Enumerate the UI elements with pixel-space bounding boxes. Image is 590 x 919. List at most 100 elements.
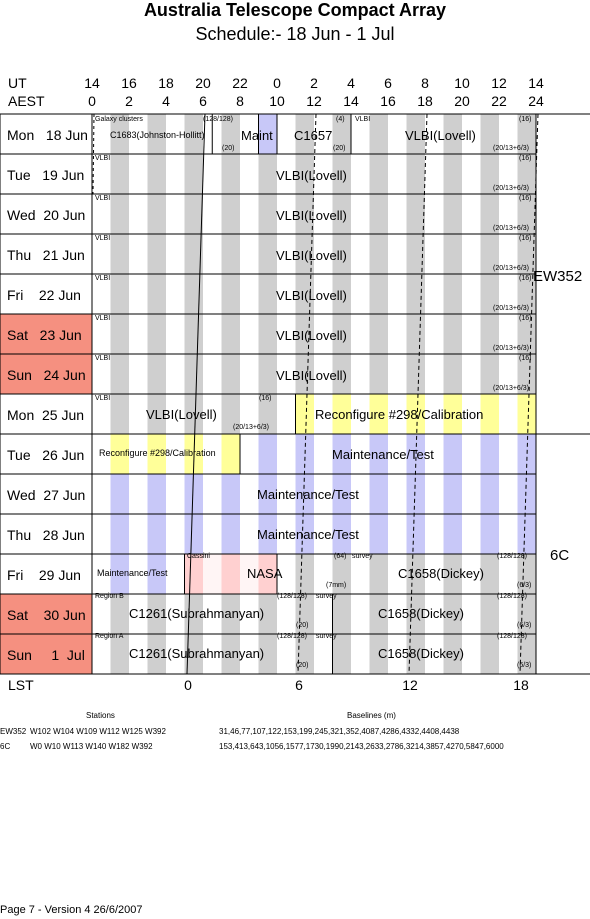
c1658-project-r12: C1658(Dickey): [378, 606, 464, 621]
c1658-count-r11: (128/128): [497, 553, 527, 560]
c1657-time: (20): [333, 145, 346, 152]
c1658-count-r13: (128/128): [497, 633, 527, 640]
ut-tick-6: 2: [310, 75, 318, 91]
stations-header: Stations: [86, 711, 115, 720]
config-label-6c: 6C: [550, 547, 570, 564]
aest-tick-4: 8: [236, 93, 244, 109]
maintenance-block-r8: Maintenance/Test: [332, 447, 434, 462]
ut-tick-1: 16: [121, 75, 137, 91]
vlbi-tag-r6: VLBI: [95, 355, 111, 362]
vlbi-tag-r5: VLBI: [95, 315, 111, 322]
vlbi-count-r2: (16): [519, 195, 532, 202]
reconfigure-block-r7: Reconfigure #298/Calibration: [315, 407, 484, 422]
survey-tag-r13: survey: [316, 633, 337, 640]
vlbi-tag-r0: VLBI: [355, 116, 371, 123]
aest-label: AEST: [8, 93, 45, 109]
vlbi-config-r2: (20/13+6/3): [493, 225, 529, 232]
row1-stations: W102 W104 W109 W112 W125 W392: [30, 727, 166, 736]
nasa-project: NASA: [247, 566, 283, 581]
ut-tick-9: 8: [421, 75, 429, 91]
aest-tick-10: 20: [454, 93, 470, 109]
day-label-13: Sun 1 Jul: [7, 647, 85, 663]
c1657-count: (4): [336, 116, 345, 123]
nasa-band: (7mm): [326, 582, 347, 589]
reconfigure-block-r8: Reconfigure #298/Calibration: [99, 448, 216, 458]
vlbi-config-r6: (20/13+6/3): [493, 385, 529, 392]
day-label-4: Fri 22 Jun: [7, 287, 81, 303]
ut-tick-10: 10: [454, 75, 470, 91]
ut-tick-5: 0: [273, 75, 281, 91]
day-label-3: Thu 21 Jun: [7, 247, 85, 263]
row2-baselines: 153,413,643,1056,1577,1730,1990,2143,263…: [219, 742, 504, 751]
vlbi-count-r1: (16): [519, 155, 532, 162]
vlbi-project-r5: VLBI(Lovell): [276, 328, 347, 343]
lst-tick-3: 18: [513, 677, 529, 693]
day-label-0: Mon 18 Jun: [7, 127, 88, 143]
c1658-project-r11: C1658(Dickey): [398, 566, 484, 581]
ut-tick-7: 4: [347, 75, 355, 91]
vlbi-config-r7: (20/13+6/3): [233, 424, 269, 431]
c1261-project-r13: C1261(Subrahmanyan): [129, 646, 265, 661]
row1-baselines: 31,46,77,107,122,153,199,245,321,352,408…: [219, 727, 460, 736]
c1261-project-r12: C1261(Subrahmanyan): [129, 606, 265, 621]
ut-tick-2: 18: [158, 75, 174, 91]
vlbi-config-r4: (20/13+6/3): [493, 305, 529, 312]
survey-tag-r12: survey: [316, 593, 337, 600]
vlbi-tag-r3: VLBI: [95, 235, 111, 242]
day-label-7: Mon 25 Jun: [7, 407, 85, 423]
ut-tick-12: 14: [528, 75, 544, 91]
vlbi-project-r2: VLBI(Lovell): [276, 208, 347, 223]
region-a-label: Region A: [95, 633, 124, 640]
c1261-count-r12: (128/128): [277, 593, 307, 600]
row1-config: EW352: [0, 727, 27, 736]
cassini-label: Cassini: [187, 553, 210, 560]
maint-block: Maint: [241, 128, 273, 143]
aest-tick-3: 6: [199, 93, 207, 109]
vlbi-project-r1: VLBI(Lovell): [276, 168, 347, 183]
region-b-label: Region B: [95, 593, 124, 600]
aest-tick-11: 22: [491, 93, 507, 109]
vlbi-config-r1: (20/13+6/3): [493, 185, 529, 192]
ut-label: UT: [8, 75, 27, 91]
vlbi-count-r5: (16): [519, 315, 532, 322]
day-label-10: Thu 28 Jun: [7, 527, 85, 543]
vlbi-project-r0: VLBI(Lovell): [405, 128, 476, 143]
aest-tick-0: 0: [88, 93, 96, 109]
c1683-time: (20): [222, 145, 235, 152]
galaxy-clusters-label: Galaxy clusters: [95, 116, 143, 123]
aest-tick-9: 18: [417, 93, 433, 109]
vlbi-config-r5: (20/13+6/3): [493, 345, 529, 352]
c1261-time-r13: (20): [296, 662, 309, 669]
ut-tick-3: 20: [195, 75, 211, 91]
lst-line-0: [186, 113, 206, 675]
c1261-count-r13: (128/128): [277, 633, 307, 640]
c1658-project-r13: C1658(Dickey): [378, 646, 464, 661]
c1658-config-r12: (6/3): [517, 622, 532, 629]
c1658-config-r13: (6/3): [517, 662, 532, 669]
vlbi-count-r6: (16): [519, 355, 532, 362]
vlbi-project-r4: VLBI(Lovell): [276, 288, 347, 303]
lst-line-18: [519, 113, 539, 675]
aest-tick-6: 12: [306, 93, 322, 109]
nasa-count: (64): [334, 553, 347, 560]
vlbi-count-r7: (16): [259, 395, 272, 402]
day-label-6: Sun 24 Jun: [7, 367, 86, 383]
ut-tick-11: 12: [491, 75, 507, 91]
vlbi-config-r3: (20/13+6/3): [493, 265, 529, 272]
vlbi-tag-r2: VLBI: [95, 195, 111, 202]
day-label-12: Sat 30 Jun: [7, 607, 86, 623]
c1658-config-r11: (6/3): [517, 582, 532, 589]
vlbi-project-r3: VLBI(Lovell): [276, 248, 347, 263]
lst-tick-0: 0: [184, 677, 192, 693]
c1657-project: C1657: [294, 128, 333, 143]
vlbi-project-r7: VLBI(Lovell): [146, 407, 217, 422]
vlbi-tag-r7: VLBI: [95, 395, 111, 402]
day-label-9: Wed 27 Jun: [7, 487, 86, 503]
row2-stations: W0 W10 W113 W140 W182 W392: [30, 742, 153, 751]
vlbi-tag-r4: VLBI: [95, 275, 111, 282]
baselines-header: Baselines (m): [347, 711, 396, 720]
survey-tag-r11: survey: [352, 553, 373, 560]
maintenance-block-r10: Maintenance/Test: [257, 527, 359, 542]
lst-line-12: [408, 113, 428, 675]
